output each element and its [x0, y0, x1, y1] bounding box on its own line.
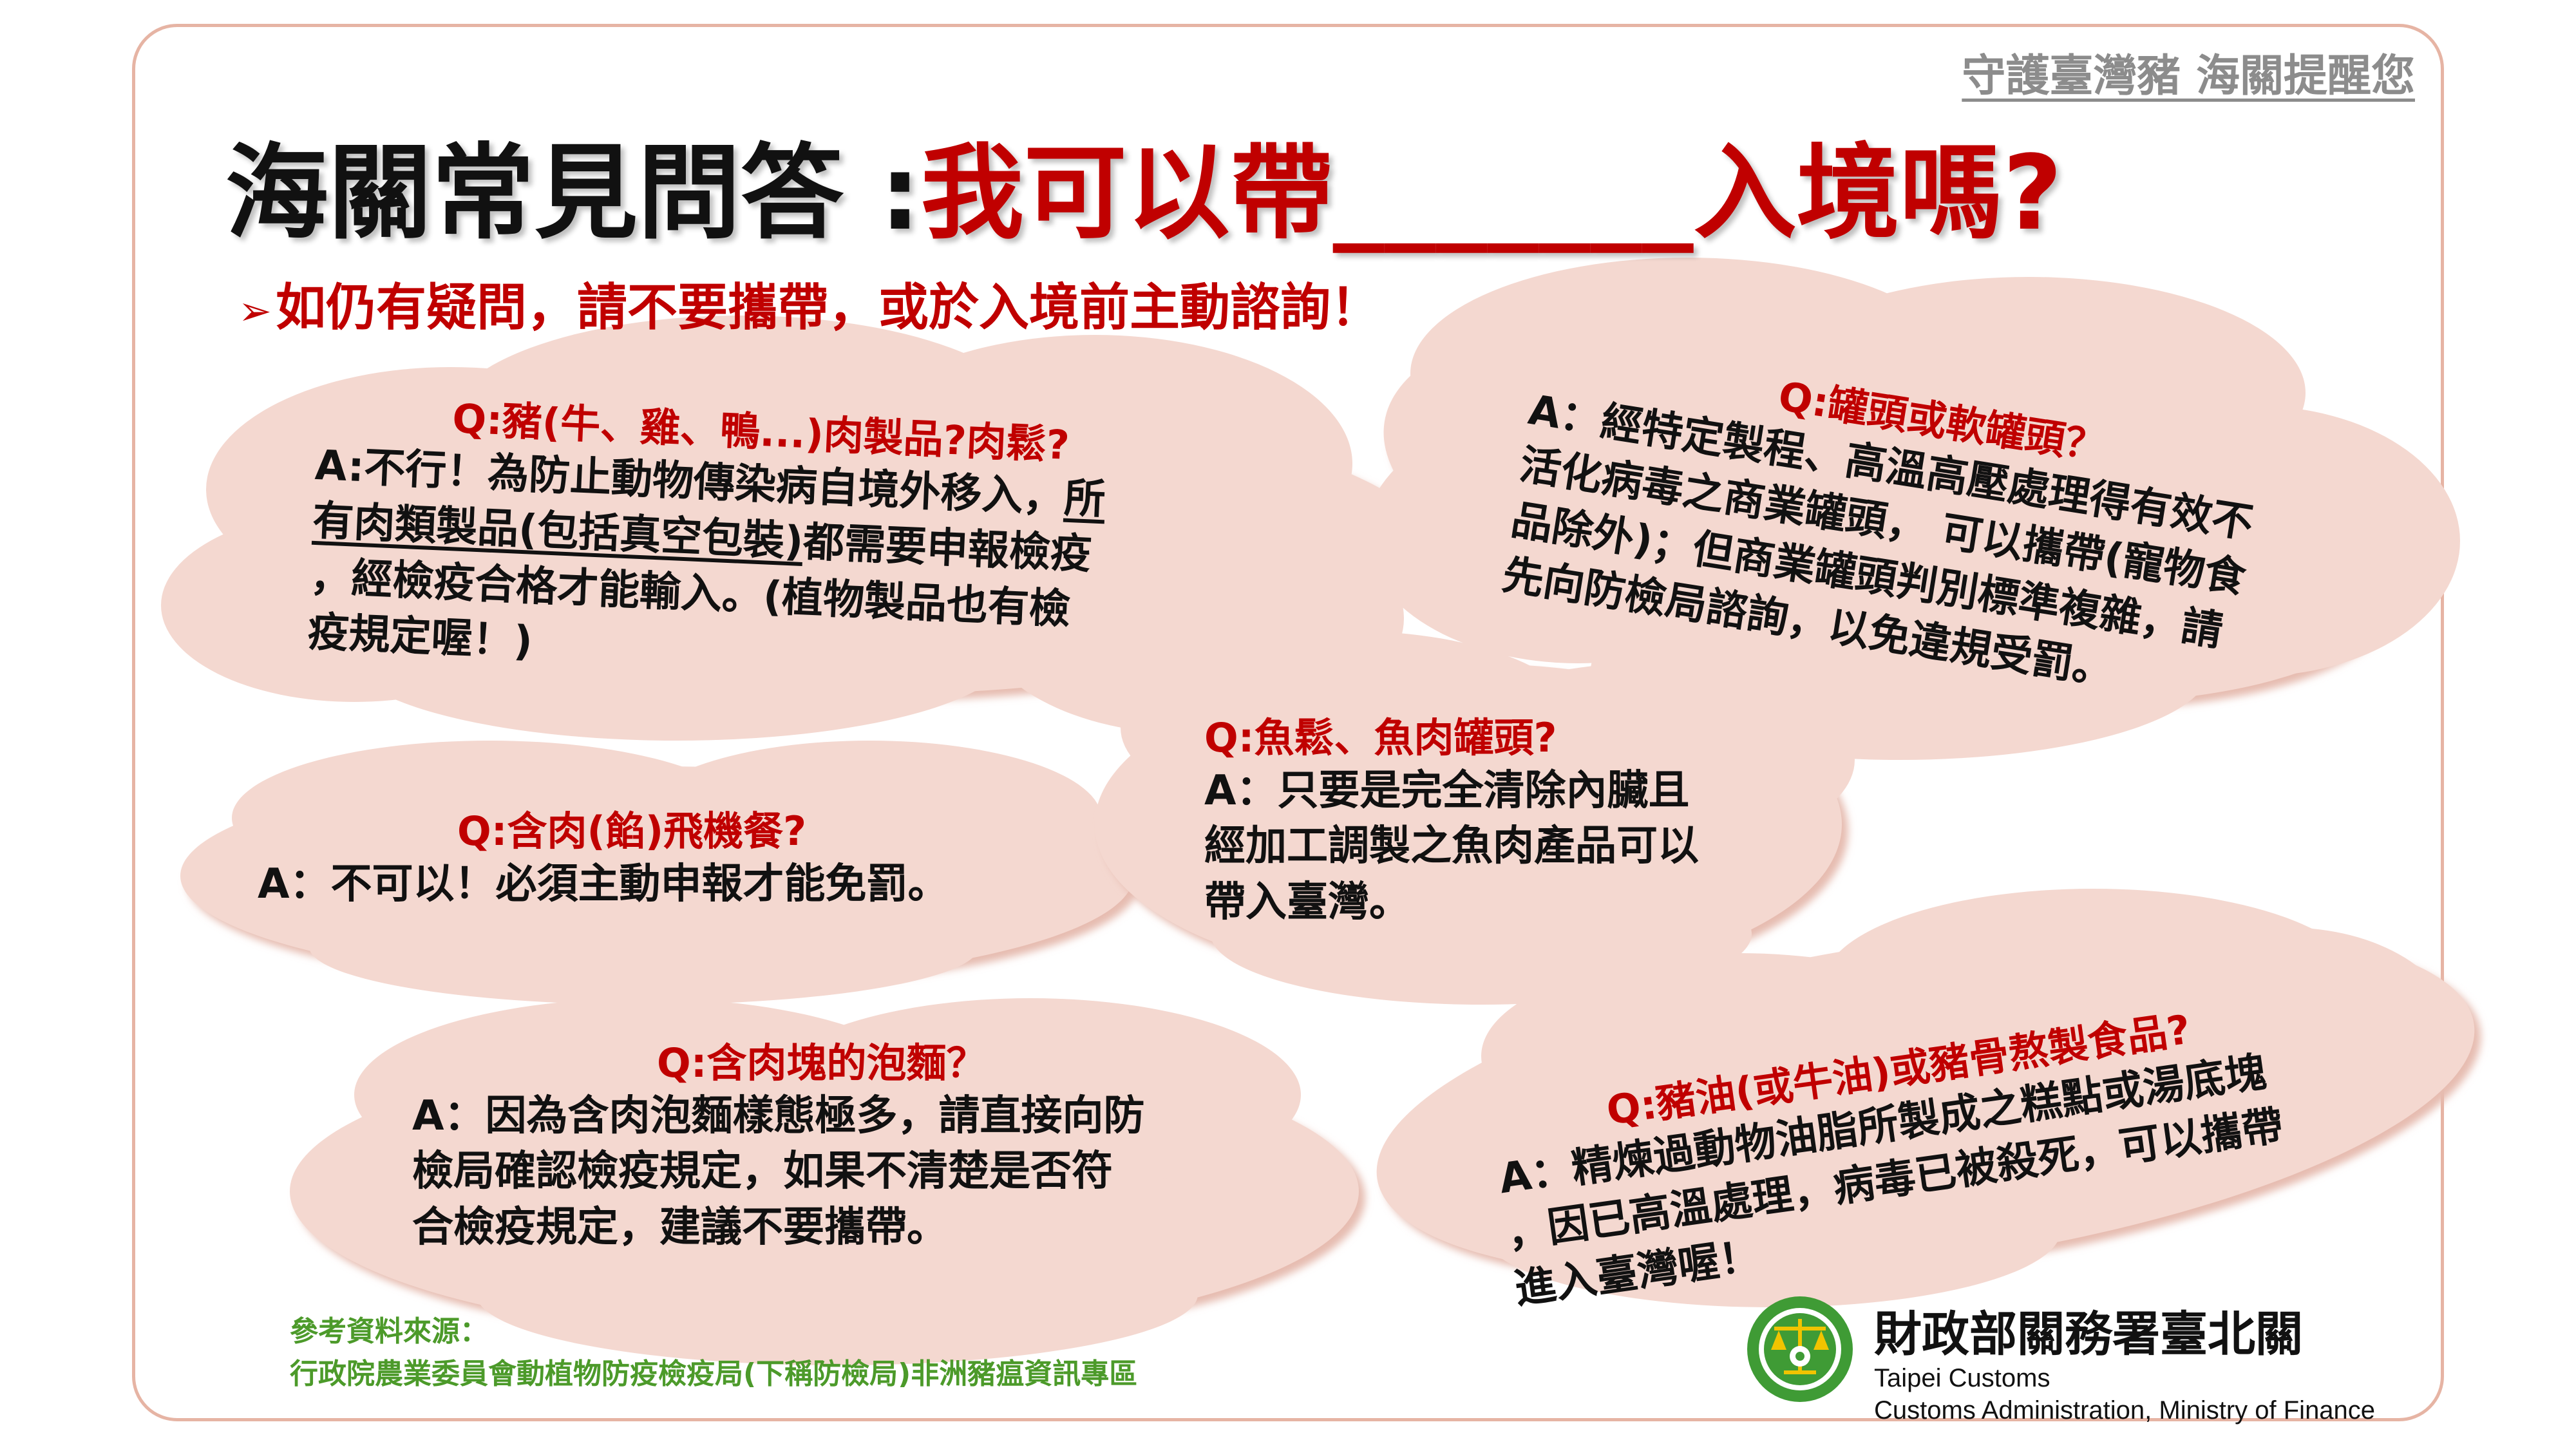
org-name-chinese: 財政部關務署臺北關: [1874, 1307, 2303, 1362]
tagline: 守護臺灣豬 海關提醒您: [1962, 51, 2415, 102]
org-name-english: Taipei Customs: [1874, 1364, 2050, 1392]
qa-meal-question: Q:含肉(餡)飛機餐?: [457, 808, 807, 855]
source-note: 參考資料來源： 行政院農業委員會動植物防疫檢疫局(下稱防檢局)非洲豬瘟資訊專區: [290, 1311, 1137, 1396]
qa-fish-answer-line2: 經加工調製之魚肉產品可以: [1204, 822, 1699, 871]
cloud-lard: [1376, 889, 2481, 1307]
qa-meat-answer-line1-underlined: 所: [1063, 474, 1106, 524]
cloud-meal: [180, 741, 1140, 1005]
qa-noodle-answer: A：因為含肉泡麵樣態極多，請直接向防 檢局確認檢疫規定，如果不清楚是否符 合檢疫…: [412, 1088, 1145, 1255]
qa-noodle-question: Q:含肉塊的泡麵？: [657, 1039, 987, 1086]
qa-noodle-answer-line2: 檢局確認檢疫規定，如果不清楚是否符: [412, 1148, 1113, 1196]
customs-logo-icon: [1745, 1294, 1855, 1406]
title-prefix: 海關常見問答 :: [225, 133, 921, 253]
subtitle: ➢如仍有疑問，請不要攜帶，或於入境前主動諮詢！: [238, 267, 1381, 339]
qa-meal-answer: A：不可以！必須主動申報才能免罰。: [258, 860, 949, 908]
qa-meat: Q:豬(牛、雞、鴨...)肉製品?肉鬆? A:不行！為防止動物傳染病自境外移入，…: [307, 380, 1109, 695]
qa-noodle-answer-line3: 合檢疫規定，建議不要攜帶。: [412, 1203, 948, 1251]
source-label: 參考資料來源：: [290, 1315, 488, 1348]
page-title: 海關常見問答 :我可以帶_______入境嗎?: [225, 109, 2063, 259]
qa-fish-answer-line3: 帶入臺灣。: [1204, 878, 1410, 926]
qa-noodle-answer-line1: A：因為含肉泡麵樣態極多，請直接向防: [412, 1092, 1145, 1140]
title-question: 我可以帶_______入境嗎?: [920, 133, 2063, 253]
qa-fish-question: Q:魚鬆、魚肉罐頭?: [1204, 714, 1557, 761]
qa-meat-answer-line2: 都需要申報檢疫: [802, 518, 1093, 579]
qa-fish-answer-line1: A：只要是完全清除內臟且: [1204, 767, 1690, 815]
qa-noodle: Q:含肉塊的泡麵？ A：因為含肉泡麵樣態極多，請直接向防 檢局確認檢疫規定，如果…: [412, 1030, 1145, 1255]
subtitle-text: 如仍有疑問，請不要攜帶，或於入境前主動諮詢！: [275, 279, 1381, 337]
source-text: 行政院農業委員會動植物防疫檢疫局(下稱防檢局)非洲豬瘟資訊專區: [290, 1358, 1138, 1390]
qa-meal: Q:含肉(餡)飛機餐? A：不可以！必須主動申報才能免罰。: [258, 799, 949, 912]
qa-meat-answer: A:不行！為防止動物傳染病自境外移入，所 有肉類製品(包括真空包裝)都需要申報檢…: [307, 438, 1106, 695]
qa-fish: Q:魚鬆、魚肉罐頭? A：只要是完全清除內臟且 經加工調製之魚肉產品可以 帶入臺…: [1204, 705, 1699, 930]
arrow-bullet-icon: ➢: [238, 287, 272, 334]
org-name-english-parent: Customs Administration, Ministry of Fina…: [1874, 1396, 2376, 1425]
cloud-noodle: [290, 998, 1365, 1365]
qa-fish-answer: A：只要是完全清除內臟且 經加工調製之魚肉產品可以 帶入臺灣。: [1204, 763, 1699, 930]
cloud-meat: [161, 316, 1436, 741]
